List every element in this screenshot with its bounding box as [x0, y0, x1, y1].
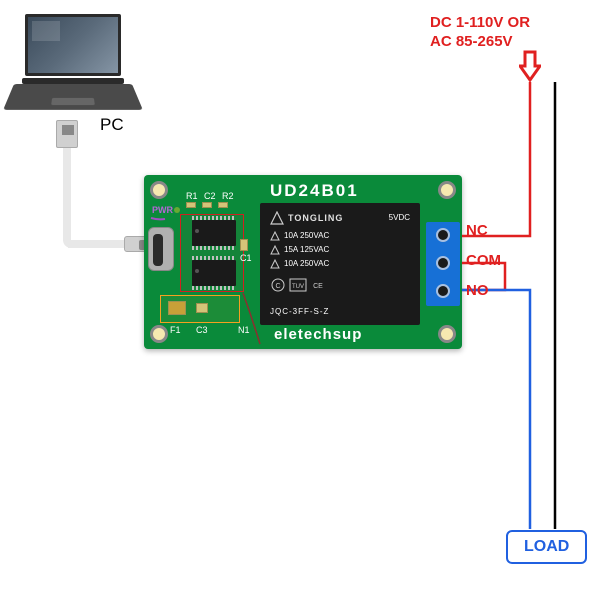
com-label: COM — [466, 252, 501, 269]
wire-red-in — [462, 82, 530, 236]
wiring — [0, 0, 600, 600]
diagram-canvas: PC UD24B01 PWR R1 C2 R2 — [0, 0, 600, 600]
nc-label: NC — [466, 222, 488, 239]
load-box: LOAD — [506, 530, 587, 564]
wire-blue-load — [462, 290, 530, 529]
no-label: NO — [466, 282, 489, 299]
